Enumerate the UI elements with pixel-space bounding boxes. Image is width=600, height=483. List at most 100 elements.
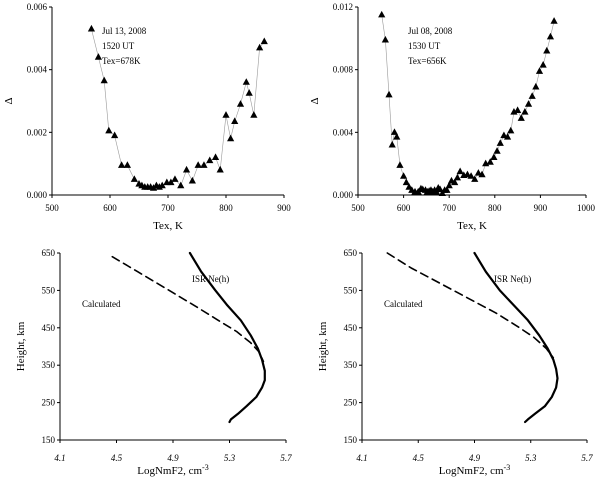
data-point-triangle [521,107,529,115]
isr-profile-curve [473,251,559,424]
data-point-triangle [539,60,547,68]
data-point-triangle [396,161,404,168]
x-tick-label: 900 [277,203,291,213]
x-tick-label: 800 [488,203,502,213]
x-axis-label-base: LogNmF2, cm [137,465,202,477]
y-tick-label: 350 [344,360,358,370]
y-tick-label: 550 [344,285,358,295]
x-tick-label: 5.3 [224,453,236,463]
annotation-line-1: Jul 13, 2008 [102,26,147,36]
data-point-triangle [486,158,494,165]
y-tick-label: 150 [42,435,56,445]
calculated-profile-curve [111,255,265,363]
chart-panel-1: 500 600 700 800 900 0.000 0.002 0.004 0.006 Tex, … [3,2,291,232]
x-tick-label: 900 [534,203,548,213]
y-tick-label: 550 [42,285,56,295]
y-tick-label: 0.004 [27,65,48,75]
y-tick-label: 250 [344,398,358,408]
x-axis-label: Tex, K [153,220,183,232]
data-point-triangle [493,147,501,154]
data-point-triangle [490,153,498,160]
data-point-triangle [443,186,451,193]
data-point-triangle [385,90,393,98]
annotation-line-2: 1520 UT [102,41,135,51]
data-point-triangle [188,176,196,184]
x-tick-label: 4.1 [356,453,367,463]
data-point-triangle [378,10,386,18]
data-point-triangle [123,161,131,168]
y-axis-label: Height, km [15,321,27,371]
data-point-triangle [177,181,185,189]
data-point-triangle [105,126,113,134]
x-tick-label: 5.3 [525,453,537,463]
data-point-triangle [393,133,401,140]
data-point-triangle [256,43,264,51]
isr-profile-curve [188,251,266,424]
x-tick-label: 600 [103,203,117,213]
legend-label-isr: ISR Ne(h) [494,274,531,284]
y-axis-label: Δ [3,97,15,104]
y-tick-label: 0.006 [27,2,48,12]
data-point-triangle [471,175,479,182]
data-point-triangle [535,67,544,74]
x-axis-label-base: LogNmF2, cm [439,465,504,477]
chart-panel-3: 4.1 4.5 4.9 5.3 5.7 150 250 350 450 550 650 LogNmF2… [15,248,292,477]
y-tick-label: 150 [344,435,358,445]
y-tick-label: 450 [344,323,358,333]
data-point-triangle [236,100,245,107]
x-tick-label: 4.5 [111,453,123,463]
data-point-triangle [550,17,558,24]
x-tick-label: 4.1 [54,453,65,463]
x-axis-label-exponent: -3 [504,463,511,472]
x-tick-label: 4.5 [413,453,425,463]
data-point-triangle [171,175,179,182]
y-tick-label: 0.000 [27,190,48,200]
data-point-triangle [94,53,102,60]
calculated-profile-curve [386,252,555,359]
y-tick-label: 650 [42,248,56,258]
data-point-triangle [388,140,396,148]
legend-label-calculated: Calculated [82,299,121,309]
x-axis-label: LogNmF2, cm-3 [137,463,208,477]
chart-panel-4: 4.1 4.5 4.9 5.3 5.7 150 250 350 450 550 650 LogNmF2… [317,248,593,477]
data-point-triangle [242,78,250,85]
data-point-triangle [467,172,475,179]
data-point-triangle [200,161,208,168]
annotation-line-3: Tex=678K [102,56,141,66]
data-point-triangle [503,133,512,140]
annotation-line-1: Jul 08, 2008 [408,26,453,36]
data-point-triangle [130,175,138,182]
y-tick-label: 0.012 [333,2,353,12]
x-tick-label: 5.7 [581,453,593,463]
data-point-triangle [260,37,268,45]
data-point-triangle [231,117,239,124]
x-tick-label: 500 [45,203,59,213]
data-point-triangle [507,126,515,134]
x-tick-label: 800 [219,203,233,213]
data-point-triangle [182,165,191,173]
data-point-triangle [478,170,486,178]
x-tick-label: 700 [161,203,175,213]
data-point-triangle [194,161,202,168]
data-point-triangle [453,173,462,181]
data-point-triangle [381,35,389,43]
data-point-triangle [543,46,551,54]
y-tick-label: 450 [42,323,56,333]
chart-panel-2: 500 600 700 800 900 1000 0.000 0.004 0.008 0.012 T… [309,2,596,232]
data-point-triangle [100,76,108,84]
data-point-triangle [87,24,96,32]
data-point-triangle [456,167,464,175]
y-tick-label: 0.004 [333,127,354,137]
y-tick-label: 350 [42,360,56,370]
data-point-triangle [158,181,166,189]
data-point-triangle [216,165,224,173]
x-tick-label: 500 [351,203,365,213]
legend-label-isr: ISR Ne(h) [192,274,229,284]
data-point-triangle [451,178,459,186]
x-tick-label: 4.9 [167,453,179,463]
x-axis-label: Tex, K [457,220,487,232]
x-axis-label: LogNmF2, cm-3 [439,463,510,477]
data-point-triangle [514,106,522,113]
data-point-triangle [400,172,408,179]
